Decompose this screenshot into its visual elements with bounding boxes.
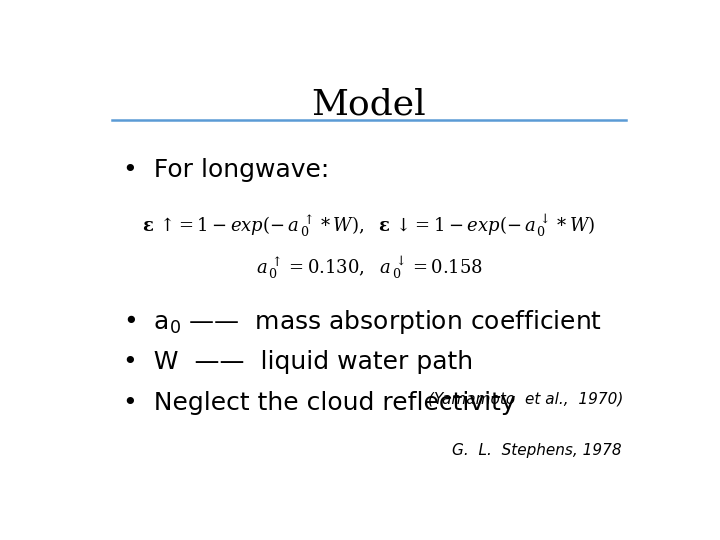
Text: $a_{\,0}^{\,\uparrow}=0.130,\ \ a_{\,0}^{\,\downarrow}=0.158$: $a_{\,0}^{\,\uparrow}=0.130,\ \ a_{\,0}^… xyxy=(256,254,482,281)
Text: G.  L.  Stephens, 1978: G. L. Stephens, 1978 xyxy=(451,443,621,458)
Text: (Yamamoto  et al.,  1970): (Yamamoto et al., 1970) xyxy=(428,391,623,406)
Text: •  a$_0$ ——  mass absorption coefficient: • a$_0$ —— mass absorption coefficient xyxy=(124,308,603,336)
Text: Model: Model xyxy=(312,87,426,122)
Text: $\mathbf{\varepsilon}\ \!\uparrow\!=1-\mathit{exp}(-\,a_{\,0}^{\,\uparrow}*W),\ : $\mathbf{\varepsilon}\ \!\uparrow\!=1-\m… xyxy=(143,212,595,239)
Text: •  W  ——  liquid water path: • W —— liquid water path xyxy=(124,349,474,374)
Text: •  Neglect the cloud reflectivity: • Neglect the cloud reflectivity xyxy=(124,391,516,415)
Text: •  For longwave:: • For longwave: xyxy=(124,158,330,183)
